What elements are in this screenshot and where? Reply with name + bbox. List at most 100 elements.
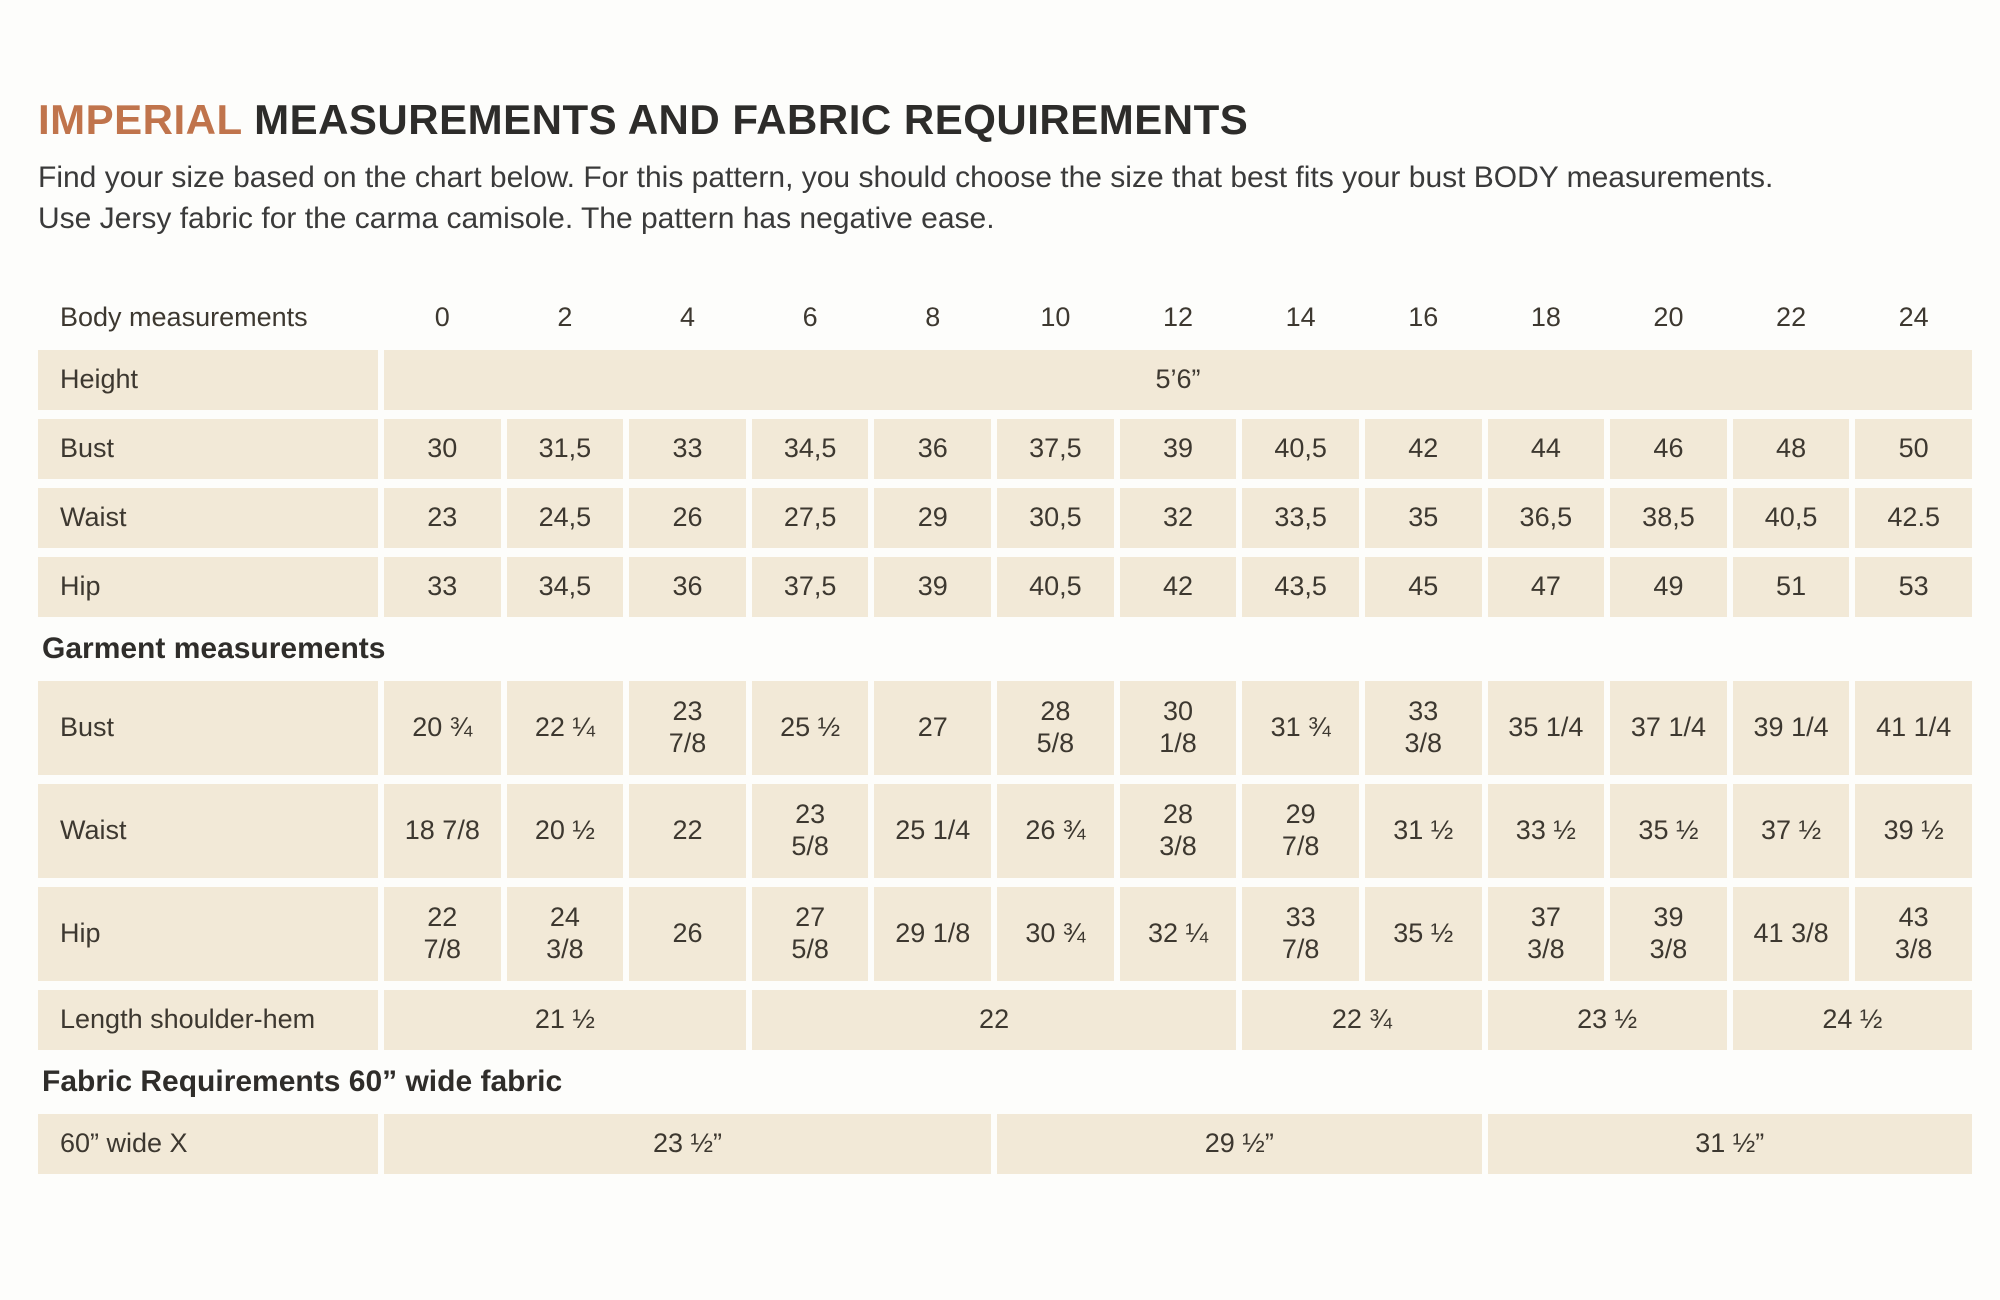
size-column-header: 20	[1653, 302, 1684, 333]
body-measurement-cell: 26	[629, 488, 746, 548]
garment-measurement-cell: 27	[874, 681, 992, 775]
body-measurement-cell: 44	[1487, 419, 1605, 479]
garment-measurement-cell: 33 ½	[1487, 784, 1605, 878]
size-column-header: 4	[680, 302, 696, 333]
length-span-cell: 22 ¾	[1242, 990, 1482, 1050]
size-column-header: 12	[1162, 302, 1194, 333]
garment-measurement-cell: 28 3/8	[1119, 784, 1237, 878]
garment-measurement-cell: 25 ½	[751, 681, 869, 775]
garment-measurement-cell: 20 ¾	[384, 681, 501, 775]
garment-measurement-cell: 31 ¾	[1242, 681, 1359, 775]
page-header: IMPERIAL MEASUREMENTS AND FABRIC REQUIRE…	[38, 96, 1972, 239]
garment-measurement-cell: 23 7/8	[629, 681, 746, 775]
garment-measurement-cell: 23 5/8	[751, 784, 869, 878]
intro-text: Find your size based on the chart below.…	[38, 158, 1972, 239]
garment-measurement-cell: 25 1/4	[874, 784, 992, 878]
row-label: Waist	[38, 784, 378, 878]
body-measurement-cell: 38,5	[1610, 488, 1727, 548]
body-measurement-cell: 43,5	[1242, 557, 1359, 617]
body-measurement-cell: 42	[1119, 557, 1237, 617]
row-label: Length shoulder-hem	[38, 990, 378, 1050]
garment-measurement-cell: 24 3/8	[506, 887, 624, 981]
intro-line-2: Use Jersy fabric for the carma camisole.…	[38, 201, 995, 235]
body-measurement-cell: 51	[1732, 557, 1850, 617]
title-rest: MEASUREMENTS AND FABRIC REQUIREMENTS	[241, 96, 1249, 143]
body-measurement-cell: 42	[1364, 419, 1482, 479]
garment-measurement-cell: 35 ½	[1610, 784, 1727, 878]
garment-measurement-cell: 33 3/8	[1364, 681, 1482, 775]
garment-measurement-cell: 39 ½	[1855, 784, 1972, 878]
title-highlight: IMPERIAL	[38, 96, 242, 143]
garment-measurement-cell: 29 1/8	[874, 887, 992, 981]
garment-measurement-cell: 28 5/8	[997, 681, 1114, 775]
garment-measurement-cell: 37 1/4	[1610, 681, 1727, 775]
body-measurement-cell: 23	[384, 488, 501, 548]
body-measurement-cell: 35	[1364, 488, 1482, 548]
garment-measurement-cell: 39 1/4	[1732, 681, 1850, 775]
height-span-cell: 5’6”	[384, 350, 1972, 410]
fabric-span-cell: 23 ½”	[384, 1114, 992, 1174]
body-measurement-cell: 39	[874, 557, 992, 617]
body-measurement-cell: 30,5	[997, 488, 1114, 548]
table-area: Body measurements 0 2 4 6 8 10 12 14 16 18 20 22 24 He…	[38, 295, 1972, 1174]
body-measurement-cell: 36	[874, 419, 992, 479]
size-column-header: 24	[1898, 302, 1929, 333]
row-label: Height	[38, 350, 378, 410]
row-label: Hip	[38, 557, 378, 617]
body-measurement-cell: 47	[1487, 557, 1605, 617]
garment-measurement-cell: 20 ½	[506, 784, 624, 878]
garment-measurement-cell: 43 3/8	[1855, 887, 1972, 981]
size-column-header: 22	[1776, 302, 1807, 333]
garment-measurement-cell: 27 5/8	[751, 887, 869, 981]
size-column-header: 8	[925, 302, 941, 333]
length-span-cell: 23 ½	[1487, 990, 1727, 1050]
garment-measurement-cell: 26	[629, 887, 746, 981]
garment-measurement-cell: 37 ½	[1732, 784, 1850, 878]
garment-measurement-cell: 41 1/4	[1855, 681, 1972, 775]
garment-measurements-heading: Garment measurements	[42, 632, 386, 665]
garment-measurement-cell: 39 3/8	[1610, 887, 1727, 981]
garment-measurement-cell: 22 7/8	[384, 887, 501, 981]
body-measurement-cell: 50	[1855, 419, 1972, 479]
body-measurement-cell: 33	[384, 557, 501, 617]
length-span-cell: 22	[751, 990, 1237, 1050]
body-measurement-cell: 34,5	[506, 557, 624, 617]
garment-measurement-cell: 22	[629, 784, 746, 878]
body-measurement-cell: 39	[1119, 419, 1237, 479]
body-measurement-cell: 24,5	[506, 488, 624, 548]
garment-measurement-cell: 22 ¼	[506, 681, 624, 775]
body-measurement-cell: 49	[1610, 557, 1727, 617]
garment-measurement-cell: 18 7/8	[384, 784, 501, 878]
body-measurement-cell: 29	[874, 488, 992, 548]
body-measurement-cell: 32	[1119, 488, 1237, 548]
body-measurement-cell: 34,5	[751, 419, 869, 479]
body-measurement-cell: 48	[1732, 419, 1850, 479]
body-measurement-cell: 37,5	[751, 557, 869, 617]
row-label: Bust	[38, 419, 378, 479]
size-column-header: 0	[434, 302, 450, 333]
row-label: Waist	[38, 488, 378, 548]
body-measurement-cell: 45	[1364, 557, 1482, 617]
size-column-header: 2	[557, 302, 573, 333]
size-column-header: 16	[1408, 302, 1439, 333]
garment-measurement-cell: 31 ½	[1364, 784, 1482, 878]
fabric-span-cell: 31 ½”	[1487, 1114, 1972, 1174]
body-measurement-cell: 37,5	[997, 419, 1114, 479]
size-column-header: 10	[1040, 302, 1071, 333]
body-measurement-cell: 42.5	[1855, 488, 1972, 548]
page-title: IMPERIAL MEASUREMENTS AND FABRIC REQUIRE…	[38, 96, 1972, 144]
body-measurement-cell: 27,5	[751, 488, 869, 548]
garment-measurement-cell: 30 1/8	[1119, 681, 1237, 775]
intro-line-1: Find your size based on the chart below.…	[38, 161, 1774, 194]
size-column-header: 14	[1285, 302, 1316, 333]
body-measurement-cell: 36,5	[1487, 488, 1605, 548]
body-measurement-cell: 53	[1855, 557, 1972, 617]
size-column-header: 18	[1530, 302, 1561, 333]
body-measurement-cell: 33,5	[1242, 488, 1359, 548]
garment-measurement-cell: 37 3/8	[1487, 887, 1605, 981]
row-label: Hip	[38, 887, 378, 981]
garment-measurement-cell: 29 7/8	[1242, 784, 1359, 878]
garment-measurement-cell: 32 ¼	[1119, 887, 1237, 981]
fabric-requirements-heading: Fabric Requirements 60” wide fabric	[42, 1065, 563, 1098]
